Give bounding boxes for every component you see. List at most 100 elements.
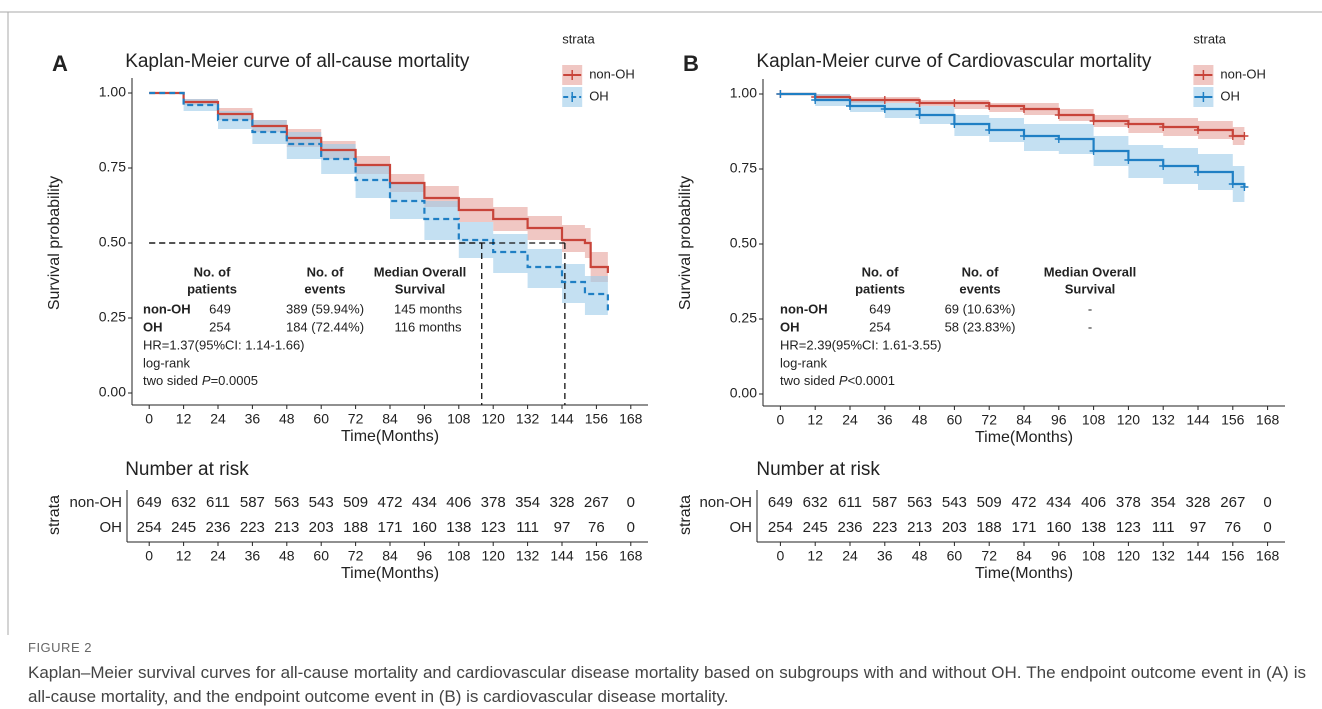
x-tick-label: 24 [210,411,226,427]
censor-mark [1194,126,1202,134]
risk-x-tick-label: 168 [1256,548,1280,564]
risk-count: 0 [1263,519,1271,536]
stats-header: events [959,281,1000,296]
risk-x-tick-label: 168 [619,548,643,564]
risk-count: 649 [137,494,162,511]
censor-mark [1240,132,1249,140]
p-text: <0.0001 [848,373,895,388]
x-tick-label: 132 [1152,412,1176,428]
censor-mark [1194,168,1202,176]
risk-x-tick-label: 60 [313,548,329,564]
risk-row-label: non-OH [699,494,752,511]
y-tick-label: 0.75 [99,159,126,175]
x-tick-label: 144 [550,411,574,427]
x-tick-label: 132 [516,411,540,427]
y-tick-label: 0.00 [99,384,126,400]
censor-mark [1124,156,1133,164]
risk-count: 472 [377,494,402,511]
x-tick-label: 0 [145,411,153,427]
risk-x-tick-label: 120 [482,548,506,564]
censor-mark [1054,111,1063,119]
figure: A Kaplan-Meier curve of all-cause mortali… [0,11,1322,635]
y-tick-label: 0.50 [730,235,757,251]
risk-count: 123 [481,519,506,536]
risk-count: 406 [1081,494,1106,511]
censor-mark [776,90,785,98]
censor-mark [1054,135,1063,143]
risk-xlabel: Time(Months) [341,565,439,582]
y-tick-label: 1.00 [730,85,757,101]
risk-count: 254 [768,519,793,536]
risk-count: 509 [977,494,1002,511]
risk-x-tick-label: 132 [516,548,540,564]
y-tick-label: 0.25 [99,309,126,325]
risk-row-label: non-OH [69,494,122,511]
risk-x-tick-label: 156 [585,548,609,564]
stats-header: Survival [1065,281,1116,296]
risk-count: 223 [240,519,265,536]
risk-count: 76 [588,519,605,536]
risk-x-tick-label: 120 [1117,548,1141,564]
censor-mark [1089,117,1098,125]
stats-cell: 184 (72.44%) [286,319,364,334]
stats-cell: 254 [869,319,891,334]
censor-mark [1124,120,1133,128]
censor-mark [915,111,924,119]
risk-x-tick-label: 12 [176,548,192,564]
panel-label: A [52,51,68,76]
censor-mark [880,96,889,104]
risk-count: 434 [412,494,437,511]
risk-count: 97 [554,519,571,536]
risk-count: 354 [1151,494,1176,511]
x-tick-label: 120 [482,411,506,427]
risk-x-tick-label: 84 [1016,548,1032,564]
p-symbol: P [202,373,211,388]
x-tick-label: 12 [807,412,823,428]
censor-mark [1240,183,1249,191]
risk-count: 254 [137,519,162,536]
risk-x-tick-label: 48 [279,548,295,564]
censor-mark [1228,132,1237,140]
stats-cell: 69 (10.63%) [945,301,1016,316]
risk-count: 97 [1190,519,1207,536]
stats-header: Median Overall [374,264,466,279]
risk-x-tick-label: 144 [550,548,574,564]
test-name: log-rank [780,355,827,370]
risk-x-tick-label: 156 [1221,548,1245,564]
stats-cell: 58 (23.83%) [945,319,1016,334]
risk-x-tick-label: 48 [912,548,928,564]
confidence-band [780,94,1245,205]
x-tick-label: 144 [1186,412,1210,428]
risk-count: 203 [942,519,967,536]
risk-x-tick-label: 108 [447,548,471,564]
test-name: log-rank [143,355,190,370]
risk-count: 0 [627,519,635,536]
risk-count: 171 [377,519,402,536]
risk-count: 509 [343,494,368,511]
x-tick-label: 108 [1082,412,1106,428]
stats-cell: 145 months [394,301,462,316]
risk-x-tick-label: 24 [210,548,226,564]
stats-header: No. of [307,264,344,279]
stats-cell: 116 months [395,319,462,334]
x-tick-label: 48 [279,411,295,427]
stats-row-label: non-OH [143,301,191,316]
risk-count: 236 [205,519,230,536]
risk-count: 563 [274,494,299,511]
p-prefix: two sided [143,373,198,388]
risk-x-tick-label: 0 [145,548,153,564]
risk-count: 267 [1220,494,1245,511]
chart-title: Kaplan-Meier curve of all-cause mortalit… [125,51,470,72]
risk-ylabel: strata [46,495,63,535]
legend-label: OH [589,88,609,103]
x-tick-label: 0 [777,412,785,428]
x-tick-label: 84 [1016,412,1032,428]
legend-label: non-OH [589,66,635,81]
y-tick-label: 1.00 [99,84,126,100]
risk-count: 587 [872,494,897,511]
censor-mark [950,99,959,107]
censor-mark [1089,147,1098,155]
risk-count: 123 [1116,519,1141,536]
risk-x-tick-label: 0 [777,548,785,564]
confidence-band [780,94,1245,145]
